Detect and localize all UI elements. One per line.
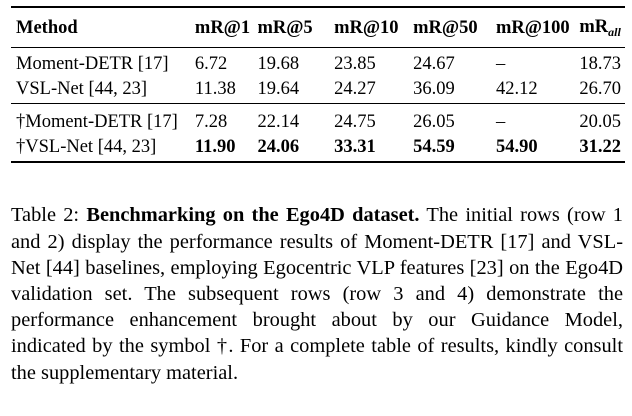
header-mr5: mR@5 <box>257 17 313 38</box>
cell-mr50: 36.09 <box>413 78 455 99</box>
caption-label: Table 2: <box>11 204 80 227</box>
caption-title: Benchmarking on the Ego4D dataset. <box>86 204 420 227</box>
table-header-row: Method mR@1 mR@5 mR@10 mR@50 mR@100 mRal… <box>11 9 627 47</box>
cell-mr5: 19.64 <box>257 78 300 99</box>
header-method: Method <box>16 17 78 38</box>
dagger-mark: † <box>16 136 26 157</box>
benchmark-table: Method mR@1 mR@5 mR@10 mR@50 mR@100 mRal… <box>11 9 627 159</box>
table-row: Moment-DETR [17] 6.72 19.68 23.85 24.67 … <box>11 47 627 77</box>
cell-mr10-best: 33.31 <box>334 136 376 157</box>
cell-mr-all: 18.73 <box>579 53 621 74</box>
table-row: †Moment-DETR [17] 7.28 22.14 24.75 26.05… <box>11 109 627 135</box>
cell-mr10: 24.27 <box>334 78 376 99</box>
cell-mr-all: 26.70 <box>579 78 621 99</box>
caption-body: The initial rows (row 1 and 2) display t… <box>11 204 623 384</box>
header-mr10: mR@10 <box>334 17 399 38</box>
header-mr100: mR@100 <box>495 17 570 38</box>
dagger-mark: † <box>16 111 26 132</box>
cell-mr100: 42.12 <box>495 78 538 99</box>
cell-mr1: 6.72 <box>194 53 228 74</box>
cell-mr10: 24.75 <box>334 111 376 132</box>
table-header-rule <box>11 47 625 48</box>
table-group-rule <box>11 103 625 104</box>
table-spacer-row <box>11 101 627 109</box>
header-mr1: mR@1 <box>194 17 251 38</box>
cell-mr100-best: 54.90 <box>495 136 538 157</box>
table-row: VSL-Net [44, 23] 11.38 19.64 24.27 36.09… <box>11 77 627 101</box>
row-method-label: VSL-Net [44, 23] <box>25 136 157 157</box>
table-bottom-rule <box>11 161 625 163</box>
cell-mr100: – <box>495 53 506 74</box>
row-method: Moment-DETR [17] <box>16 53 169 74</box>
header-mr50: mR@50 <box>413 17 478 38</box>
header-mr-all-subscript: all <box>608 24 621 39</box>
cell-mr1-best: 11.90 <box>194 136 236 157</box>
cell-mr100: – <box>495 111 506 132</box>
table-caption: Table 2: Benchmarking on the Ego4D datas… <box>11 202 623 385</box>
cell-mr5: 19.68 <box>257 53 300 74</box>
cell-mr10: 23.85 <box>334 53 376 74</box>
table-row: †VSL-Net [44, 23] 11.90 24.06 33.31 54.5… <box>11 135 627 159</box>
cell-mr50: 26.05 <box>413 111 455 132</box>
cell-mr5-best: 24.06 <box>257 136 300 157</box>
row-method-label: Moment-DETR [17] <box>25 111 178 132</box>
table-top-rule <box>11 6 625 8</box>
cell-mr50-best: 54.59 <box>413 136 455 157</box>
cell-mr1: 11.38 <box>194 78 236 99</box>
header-mr-all-main: mR <box>579 16 609 37</box>
header-mr-all: mRall <box>579 9 627 47</box>
cell-mr50: 24.67 <box>413 53 455 74</box>
row-method: †Moment-DETR [17] <box>11 109 195 135</box>
row-method: VSL-Net [44, 23] <box>16 78 148 99</box>
cell-mr1: 7.28 <box>194 111 228 132</box>
cell-mr-all-best: 31.22 <box>579 136 621 157</box>
cell-mr5: 22.14 <box>257 111 300 132</box>
cell-mr-all: 20.05 <box>579 111 621 132</box>
row-method: †VSL-Net [44, 23] <box>11 135 195 159</box>
